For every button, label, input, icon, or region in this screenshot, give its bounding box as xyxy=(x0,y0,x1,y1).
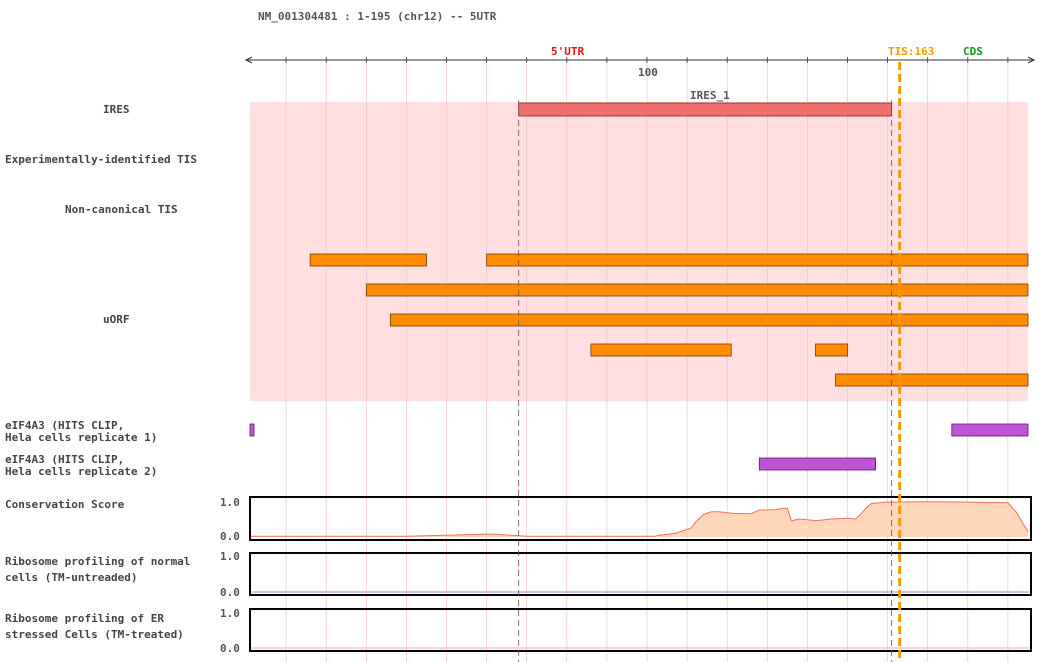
track-label-eif4a3-rep1-line2: Hela cells replicate 1) xyxy=(5,431,157,444)
track-label-eif4a3-rep1-line1: eIF4A3 (HITS CLIP, xyxy=(5,419,124,432)
conservation-panel: 1.0 0.0 xyxy=(220,496,1032,543)
vertical-gridlines xyxy=(285,62,1009,662)
ribo-normal-frame xyxy=(249,552,1032,596)
tis-label: TIS:163 xyxy=(888,45,934,58)
track-label-experimental-tis: Experimentally-identified TIS xyxy=(5,153,197,166)
track-label-uorf: uORF xyxy=(103,313,130,326)
conservation-ymin-label: 0.0 xyxy=(220,530,240,543)
ires-feature-label: IRES_1 xyxy=(690,89,730,102)
eif4a3-bars xyxy=(249,423,1029,471)
uorf-bar xyxy=(309,253,427,267)
ribo-normal-ymin-label: 0.0 xyxy=(220,586,240,599)
uorf-bar xyxy=(365,283,1029,297)
eif4a3-rep1-bar xyxy=(249,423,255,437)
eif4a3-rep2-bar xyxy=(758,457,877,471)
ribo-er-frame xyxy=(249,608,1032,652)
track-label-noncanonical-tis: Non-canonical TIS xyxy=(65,203,178,216)
ribo-normal-panel: 1.0 0.0 xyxy=(220,550,1032,599)
region-label-5utr: 5'UTR xyxy=(551,45,584,58)
uorf-bar xyxy=(486,253,1029,267)
transcript-title: NM_001304481 : 1-195 (chr12) -- 5UTR xyxy=(258,10,497,23)
cds-label: CDS xyxy=(963,45,983,58)
uorf-bar xyxy=(389,313,1029,327)
ribo-er-ymax-label: 1.0 xyxy=(220,607,240,620)
track-label-ribo-er-line2: stressed Cells (TM-treated) xyxy=(5,628,184,641)
track-label-ribo-er-line1: Ribosome profiling of ER xyxy=(5,612,164,625)
ribo-er-panel: 1.0 0.0 xyxy=(220,607,1032,655)
uorf-bar xyxy=(815,343,848,357)
ruler-right-arrow-icon xyxy=(1027,56,1036,64)
uorf-bars xyxy=(309,253,1029,387)
ruler: 100 5'UTR TIS:163 CDS xyxy=(244,45,1036,79)
track-label-eif4a3-rep2-line2: Hela cells replicate 2) xyxy=(5,465,157,478)
track-label-conservation: Conservation Score xyxy=(5,498,125,511)
ruler-ticks xyxy=(285,57,1009,63)
ruler-left-arrow-icon xyxy=(244,56,253,64)
ires-feature-bar[interactable] xyxy=(518,102,893,117)
conservation-ymax-label: 1.0 xyxy=(220,496,240,509)
conservation-area xyxy=(250,501,1028,537)
conservation-line xyxy=(250,501,1029,537)
track-label-ribo-normal-line2: cells (TM-untreaded) xyxy=(5,571,137,584)
ribo-er-ymin-label: 0.0 xyxy=(220,642,240,655)
track-label-ires: IRES xyxy=(103,103,130,116)
conservation-frame xyxy=(249,496,1032,541)
ribo-normal-ymax-label: 1.0 xyxy=(220,550,240,563)
uorf-bar xyxy=(590,343,732,357)
track-label-ribo-normal-line1: Ribosome profiling of normal xyxy=(5,555,190,568)
track-label-eif4a3-rep2-line1: eIF4A3 (HITS CLIP, xyxy=(5,453,124,466)
ruler-tick-label-100: 100 xyxy=(638,66,658,79)
uorf-bar xyxy=(835,373,1029,387)
eif4a3-rep1-bar xyxy=(951,423,1029,437)
